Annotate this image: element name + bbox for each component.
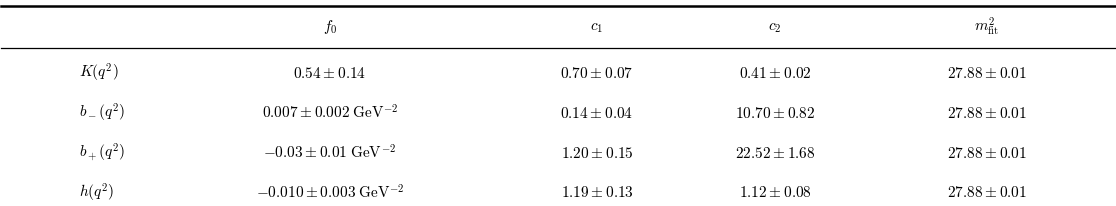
Text: $0.54 \pm 0.14$: $0.54 \pm 0.14$: [294, 65, 366, 80]
Text: $0.007 \pm 0.002\;\mathrm{GeV}^{-2}$: $0.007 \pm 0.002\;\mathrm{GeV}^{-2}$: [261, 104, 398, 122]
Text: $m_{\mathrm{fit}}^2$: $m_{\mathrm{fit}}^2$: [974, 16, 999, 38]
Text: $1.20 \pm 0.15$: $1.20 \pm 0.15$: [560, 145, 634, 160]
Text: $27.88 \pm 0.01$: $27.88 \pm 0.01$: [946, 65, 1027, 80]
Text: $27.88 \pm 0.01$: $27.88 \pm 0.01$: [946, 185, 1027, 199]
Text: $b_+(q^2)$: $b_+(q^2)$: [79, 141, 125, 163]
Text: $0.70 \pm 0.07$: $0.70 \pm 0.07$: [560, 65, 634, 80]
Text: $c_2$: $c_2$: [769, 20, 781, 35]
Text: $K(q^2)$: $K(q^2)$: [79, 62, 119, 84]
Text: $27.88 \pm 0.01$: $27.88 \pm 0.01$: [946, 145, 1027, 160]
Text: $-0.010 \pm 0.003\;\mathrm{GeV}^{-2}$: $-0.010 \pm 0.003\;\mathrm{GeV}^{-2}$: [256, 183, 404, 201]
Text: $22.52 \pm 1.68$: $22.52 \pm 1.68$: [734, 145, 816, 160]
Text: $-0.03 \pm 0.01\;\mathrm{GeV}^{-2}$: $-0.03 \pm 0.01\;\mathrm{GeV}^{-2}$: [263, 143, 396, 161]
Text: $0.14 \pm 0.04$: $0.14 \pm 0.04$: [560, 105, 634, 120]
Text: $b_-(q^2)$: $b_-(q^2)$: [79, 102, 125, 124]
Text: $10.70 \pm 0.82$: $10.70 \pm 0.82$: [734, 105, 816, 120]
Text: $1.12 \pm 0.08$: $1.12 \pm 0.08$: [739, 185, 811, 199]
Text: $1.19 \pm 0.13$: $1.19 \pm 0.13$: [560, 185, 634, 199]
Text: $0.41 \pm 0.02$: $0.41 \pm 0.02$: [739, 65, 811, 80]
Text: $c_1$: $c_1$: [590, 20, 604, 35]
Text: $h(q^2)$: $h(q^2)$: [79, 181, 115, 203]
Text: $f_0$: $f_0$: [323, 18, 337, 36]
Text: $27.88 \pm 0.01$: $27.88 \pm 0.01$: [946, 105, 1027, 120]
